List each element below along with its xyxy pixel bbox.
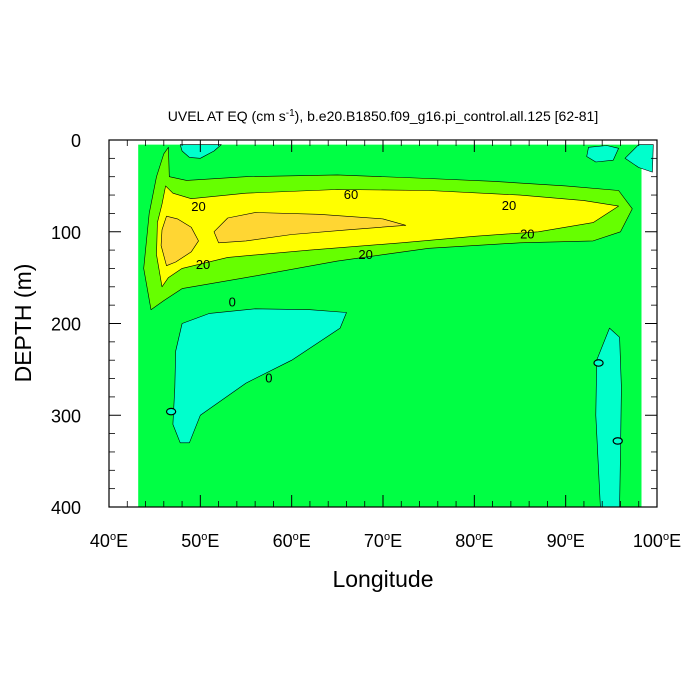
chart-title: UVEL AT EQ (cm s-1), b.e20.B1850.f09_g16… <box>168 108 598 124</box>
y-tick-label: 300 <box>51 406 81 426</box>
y-tick-label: 200 <box>51 315 81 335</box>
y-tick-label: 0 <box>71 131 81 151</box>
contour-label: 20 <box>358 247 372 262</box>
x-axis: 40oE 50oE 60oE 70oE 80oE 90oE 100oE <box>90 140 681 551</box>
contour-region-neg-west-deep <box>172 308 347 444</box>
contour-label: 20 <box>502 198 516 213</box>
contour-label: 0 <box>265 371 272 386</box>
x-tick-label: 90oE <box>547 531 585 551</box>
x-axis-label: Longitude <box>332 566 433 592</box>
contour-region-core-above-60-west <box>160 215 199 267</box>
contour-region-neg-east-deep <box>595 327 622 508</box>
contour-region-neg-ellipse-west <box>165 407 177 416</box>
contour-label: 60 <box>344 187 358 202</box>
x-tick-label: 80oE <box>455 531 493 551</box>
x-tick-label: 40oE <box>90 531 128 551</box>
plot-area: 20 60 20 20 20 20 0 0 <box>108 139 658 508</box>
contour-label: 0 <box>229 294 236 309</box>
contour-region-neg-ellipse-east-a <box>593 359 604 367</box>
contour-region-core-above-60-central <box>213 212 407 244</box>
contour-region-neg-top-east-a <box>586 145 619 163</box>
x-tick-label: 100oE <box>633 531 681 551</box>
contour-label: 20 <box>196 257 210 272</box>
y-tick-label: 100 <box>51 223 81 243</box>
contour-label: 20 <box>191 199 205 214</box>
contour-label: 20 <box>520 227 534 242</box>
x-tick-label: 70oE <box>364 531 402 551</box>
contour-region-neg-ellipse-east-b <box>612 437 623 445</box>
x-tick-label: 50oE <box>181 531 219 551</box>
contour-region-core-40-60 <box>156 185 619 288</box>
y-axis-label: DEPTH (m) <box>10 264 36 383</box>
x-tick-label: 60oE <box>273 531 311 551</box>
y-tick-label: 400 <box>51 498 81 518</box>
